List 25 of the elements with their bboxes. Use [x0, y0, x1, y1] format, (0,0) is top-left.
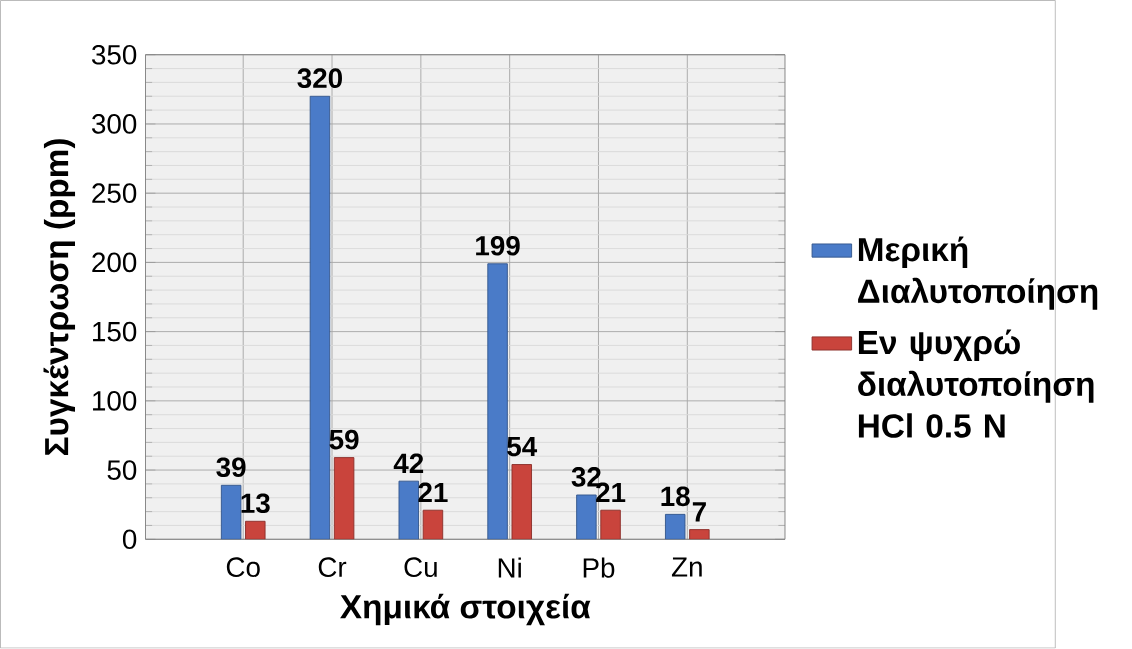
y-axis-title: Συγκέντρωση (ppm)	[43, 139, 76, 456]
x-tick-label: Cr	[318, 557, 347, 578]
data-label: 7	[692, 502, 706, 522]
data-label: 39	[216, 457, 246, 478]
x-axis-title: Χημικά στοιχεία	[340, 593, 591, 626]
y-tick-label: 150	[93, 322, 137, 342]
x-tick-label: Co	[226, 557, 260, 578]
y-tick-label: 300	[91, 114, 137, 135]
x-tick-label: Pb	[583, 557, 615, 578]
data-label: 13	[241, 493, 270, 514]
y-tick-label: 200	[92, 252, 137, 273]
legend-label: Μερική Διαλυτοποίηση	[858, 236, 1098, 310]
data-label: 320	[297, 68, 342, 89]
y-tick-label: 0	[122, 529, 137, 550]
data-label: 18	[661, 486, 690, 507]
y-tick-label: 250	[92, 183, 137, 204]
legend-label: Εν ψυχρώ διαλυτοποίηση HCl 0.5 N	[858, 329, 1094, 438]
data-label: 42	[393, 453, 424, 474]
x-tick-label: Cu	[404, 557, 437, 578]
y-tick-label: 350	[91, 45, 137, 65]
y-tick-label: 100	[93, 391, 137, 411]
data-label: 199	[476, 236, 520, 256]
x-tick-label: Zn	[671, 557, 702, 577]
x-tick-label: Ni	[498, 557, 521, 578]
y-tick-label: 50	[107, 460, 137, 481]
